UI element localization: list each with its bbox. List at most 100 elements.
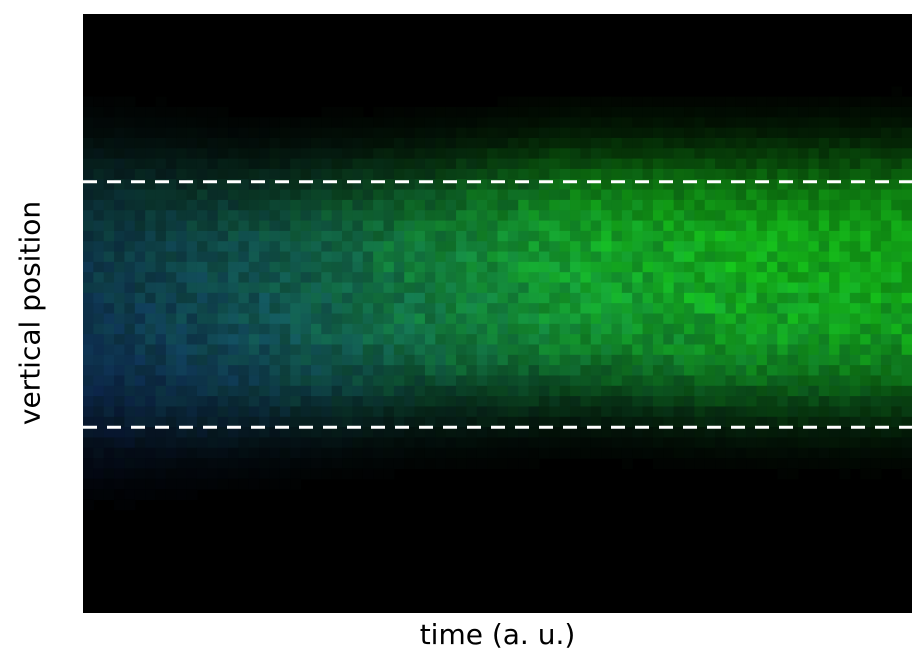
heatmap-cell: [248, 117, 260, 129]
heatmap-cell: [186, 489, 198, 500]
heatmap-cell: [196, 303, 208, 315]
heatmap-cell: [538, 179, 550, 191]
heatmap-cell: [217, 220, 229, 232]
heatmap-cell: [570, 272, 581, 284]
heatmap-cell: [393, 354, 405, 366]
heatmap-cell: [331, 292, 343, 304]
heatmap-cell: [570, 261, 581, 273]
heatmap-cell: [860, 468, 872, 480]
heatmap-cell: [829, 241, 841, 253]
heatmap-cell: [798, 189, 809, 201]
heatmap-cell: [476, 365, 488, 377]
heatmap-cell: [528, 241, 540, 253]
heatmap-cell: [766, 96, 778, 108]
heatmap-cell: [352, 385, 364, 397]
heatmap-cell: [891, 375, 903, 387]
heatmap-cell: [507, 210, 519, 222]
heatmap-cell: [114, 437, 126, 449]
heatmap-cell: [176, 313, 188, 325]
heatmap-cell: [393, 220, 405, 232]
heatmap-cell: [134, 313, 146, 325]
heatmap-cell: [818, 148, 830, 160]
heatmap-cell: [777, 106, 789, 118]
heatmap-cell: [217, 416, 229, 428]
heatmap-cell: [839, 365, 851, 377]
heatmap-cell: [684, 137, 695, 149]
heatmap-cell: [124, 220, 136, 232]
heatmap-cell: [507, 148, 519, 160]
heatmap-cell: [860, 292, 872, 304]
heatmap-cell: [103, 251, 115, 263]
heatmap-cell: [83, 251, 94, 263]
heatmap-cell: [383, 179, 395, 191]
heatmap-cell: [611, 148, 623, 160]
heatmap-cell: [93, 458, 105, 470]
heatmap-cell: [570, 96, 581, 108]
heatmap-cell: [93, 489, 105, 500]
heatmap-cell: [310, 313, 322, 325]
heatmap-cell: [196, 210, 208, 222]
heatmap-cell: [487, 354, 499, 366]
heatmap-cell: [269, 127, 281, 139]
heatmap-cell: [725, 323, 737, 335]
heatmap-cell: [621, 354, 633, 366]
heatmap-cell: [373, 468, 385, 480]
heatmap-cell: [456, 406, 468, 418]
heatmap-cell: [652, 375, 664, 387]
heatmap-cell: [621, 375, 633, 387]
heatmap-cell: [891, 86, 903, 98]
heatmap-cell: [746, 427, 758, 439]
heatmap-cell: [321, 189, 333, 201]
heatmap-cell: [611, 334, 623, 346]
heatmap-cell: [466, 313, 478, 325]
heatmap-cell: [383, 210, 395, 222]
heatmap-cell: [538, 303, 550, 315]
heatmap-cell: [518, 168, 530, 180]
heatmap-cell: [310, 334, 322, 346]
heatmap-cell: [186, 344, 198, 356]
heatmap-cell: [704, 220, 716, 232]
heatmap-cell: [735, 106, 747, 118]
heatmap-cell: [414, 354, 426, 366]
heatmap-cell: [310, 323, 322, 335]
heatmap-cell: [145, 199, 157, 211]
heatmap-cell: [248, 458, 260, 470]
heatmap-cell: [880, 220, 892, 232]
heatmap-cell: [870, 468, 882, 480]
heatmap-cell: [217, 292, 229, 304]
heatmap-cell: [901, 365, 912, 377]
heatmap-cell: [456, 344, 468, 356]
heatmap-cell: [860, 375, 872, 387]
heatmap-cell: [798, 334, 809, 346]
heatmap-cell: [725, 427, 737, 439]
heatmap-cell: [435, 179, 447, 191]
heatmap-cell: [663, 396, 675, 408]
heatmap-cell: [538, 106, 550, 118]
heatmap-cell: [715, 447, 727, 459]
heatmap-cell: [559, 344, 571, 356]
heatmap-cell: [228, 251, 240, 263]
heatmap-cell: [331, 468, 343, 480]
heatmap-cell: [279, 199, 291, 211]
heatmap-cell: [880, 272, 892, 284]
heatmap-cell: [735, 241, 747, 253]
heatmap-cell: [269, 230, 281, 242]
heatmap-cell: [352, 365, 364, 377]
heatmap-cell: [290, 168, 302, 180]
heatmap-cell: [321, 282, 333, 294]
heatmap-cell: [860, 158, 872, 170]
heatmap-cell: [601, 148, 613, 160]
heatmap-svg: [83, 86, 912, 511]
heatmap-cell: [725, 375, 737, 387]
heatmap-cell: [456, 292, 468, 304]
heatmap-cell: [725, 179, 737, 191]
heatmap-cell: [362, 117, 374, 129]
heatmap-cell: [880, 447, 892, 459]
heatmap-cell: [238, 323, 250, 335]
heatmap-cell: [310, 230, 322, 242]
heatmap-cell: [476, 251, 488, 263]
heatmap-cell: [756, 127, 768, 139]
heatmap-cell: [621, 344, 633, 356]
heatmap-cell: [248, 282, 260, 294]
heatmap-cell: [145, 127, 157, 139]
